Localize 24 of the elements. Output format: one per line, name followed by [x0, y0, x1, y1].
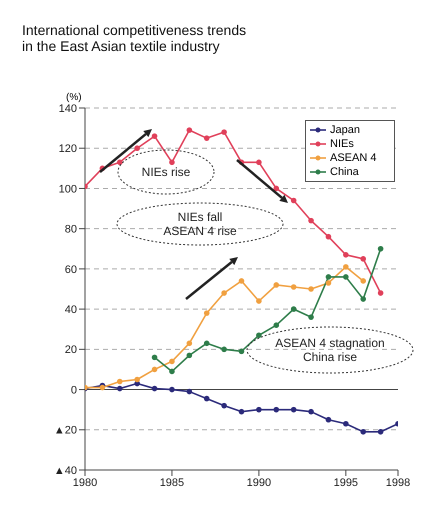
y-tick-label: 120: [58, 143, 77, 156]
y-tick-label: 0: [70, 384, 77, 396]
x-tick-label: 1990: [246, 476, 272, 489]
annotation: NIEs fall ASEAN 4 rise: [163, 210, 238, 238]
x-tick-label: 1995: [334, 476, 358, 489]
x-tick-label: 1985: [160, 476, 184, 489]
x-tick-label: 1998: [386, 476, 410, 489]
y-tick-label: 20: [64, 344, 77, 356]
y-tick-label: 60: [64, 264, 77, 276]
x-tick-label: 1980: [72, 476, 98, 489]
legend-label: NIEs: [330, 137, 354, 151]
chart-title: International competitiveness trends in the East Asian textile industry: [22, 22, 246, 54]
y-tick-label: 80: [64, 224, 77, 236]
legend-label: Japan: [330, 123, 360, 137]
y-tick-label: 40: [64, 304, 77, 316]
y-tick-label: 100: [58, 183, 77, 196]
y-axis-title: (%): [66, 92, 82, 103]
y-tick-label: 140: [58, 102, 77, 115]
y-tick-label: ▲20: [54, 424, 77, 437]
legend-label: ASEAN 4: [330, 151, 376, 165]
y-tick-label: ▲40: [54, 464, 77, 477]
annotation: NIEs rise: [142, 165, 191, 179]
legend-label: China: [330, 165, 359, 179]
annotation: ASEAN 4 stagnation China rise: [275, 336, 385, 364]
